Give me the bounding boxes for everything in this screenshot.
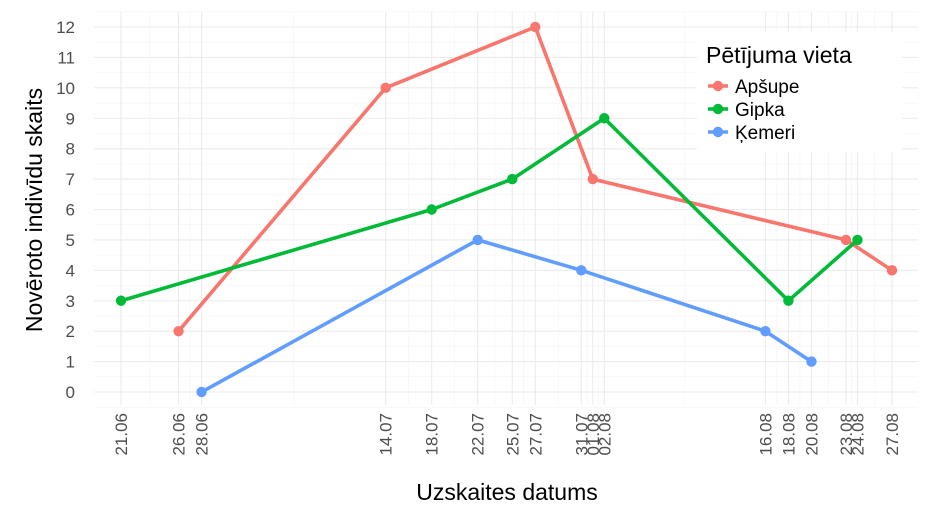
x-tick-label: 22.07 (469, 413, 488, 456)
x-tick-label: 14.07 (377, 413, 396, 456)
x-tick-label: 26.06 (170, 413, 189, 456)
legend-key-point (712, 80, 724, 92)
data-point (507, 173, 518, 185)
data-point (173, 325, 184, 337)
data-point (426, 204, 437, 215)
x-tick-label: 02.08 (595, 413, 614, 456)
y-tick-label: 11 (57, 48, 75, 67)
data-point (380, 82, 391, 94)
x-tick-label: 23.08 (837, 413, 856, 456)
data-point (599, 113, 610, 124)
x-tick-label: 01.08 (584, 413, 603, 456)
legend-title: Pētījuma vieta (706, 42, 852, 68)
y-tick-label: 4 (66, 261, 75, 280)
y-tick-label: 7 (66, 170, 75, 189)
x-tick-label: 27.08 (883, 413, 902, 456)
y-tick-label: 10 (56, 79, 75, 98)
legend-key-point (712, 126, 724, 138)
data-point (760, 325, 771, 337)
x-tick-label: 18.07 (423, 413, 442, 456)
y-tick-label: 12 (56, 18, 75, 37)
data-point (115, 295, 127, 306)
series-line (119, 116, 860, 303)
x-tick-label: 28.06 (193, 413, 212, 456)
x-tick-label: 31.07 (572, 413, 591, 456)
data-point (806, 356, 817, 367)
x-tick-label: 27.07 (526, 413, 545, 456)
legend-label: Ķemeri (735, 123, 795, 144)
y-tick-label: 3 (66, 292, 75, 311)
data-point (472, 234, 483, 246)
data-point (196, 386, 207, 398)
y-tick-label: 8 (66, 140, 75, 159)
x-tick-label: 16.08 (756, 413, 775, 456)
legend-label: Gipka (735, 100, 785, 121)
series-layer (115, 21, 898, 398)
x-tick-label: 18.08 (779, 413, 798, 456)
data-point (886, 265, 898, 276)
x-tick-label: 24.08 (848, 413, 867, 456)
x-axis-title: Uzskaites datums (416, 479, 598, 505)
y-tick-label: 0 (66, 383, 75, 402)
data-point (852, 234, 863, 246)
x-tick-label: 25.07 (503, 413, 522, 456)
data-point (840, 234, 852, 246)
y-tick-label: 1 (66, 353, 75, 372)
data-point (587, 173, 599, 185)
y-tick-label: 5 (66, 231, 75, 250)
y-tick-label: 6 (66, 201, 75, 220)
y-tick-label: 9 (66, 109, 75, 128)
data-point (530, 21, 541, 33)
legend-key-point (712, 103, 724, 115)
data-point (783, 295, 794, 306)
x-tick-label: 20.08 (802, 413, 821, 456)
y-tick-label: 2 (66, 322, 75, 341)
legend-background (697, 32, 902, 152)
y-axis-title: Novēroto indivīdu skaits (21, 88, 47, 332)
data-point (576, 265, 587, 276)
legend-label: Apšupe (735, 77, 799, 98)
x-tick-label: 21.06 (112, 413, 131, 456)
x-axis-ticks: 21.06 26.06 28.06 14.07 18.07 22.07 25.07 27.07… (112, 413, 902, 456)
